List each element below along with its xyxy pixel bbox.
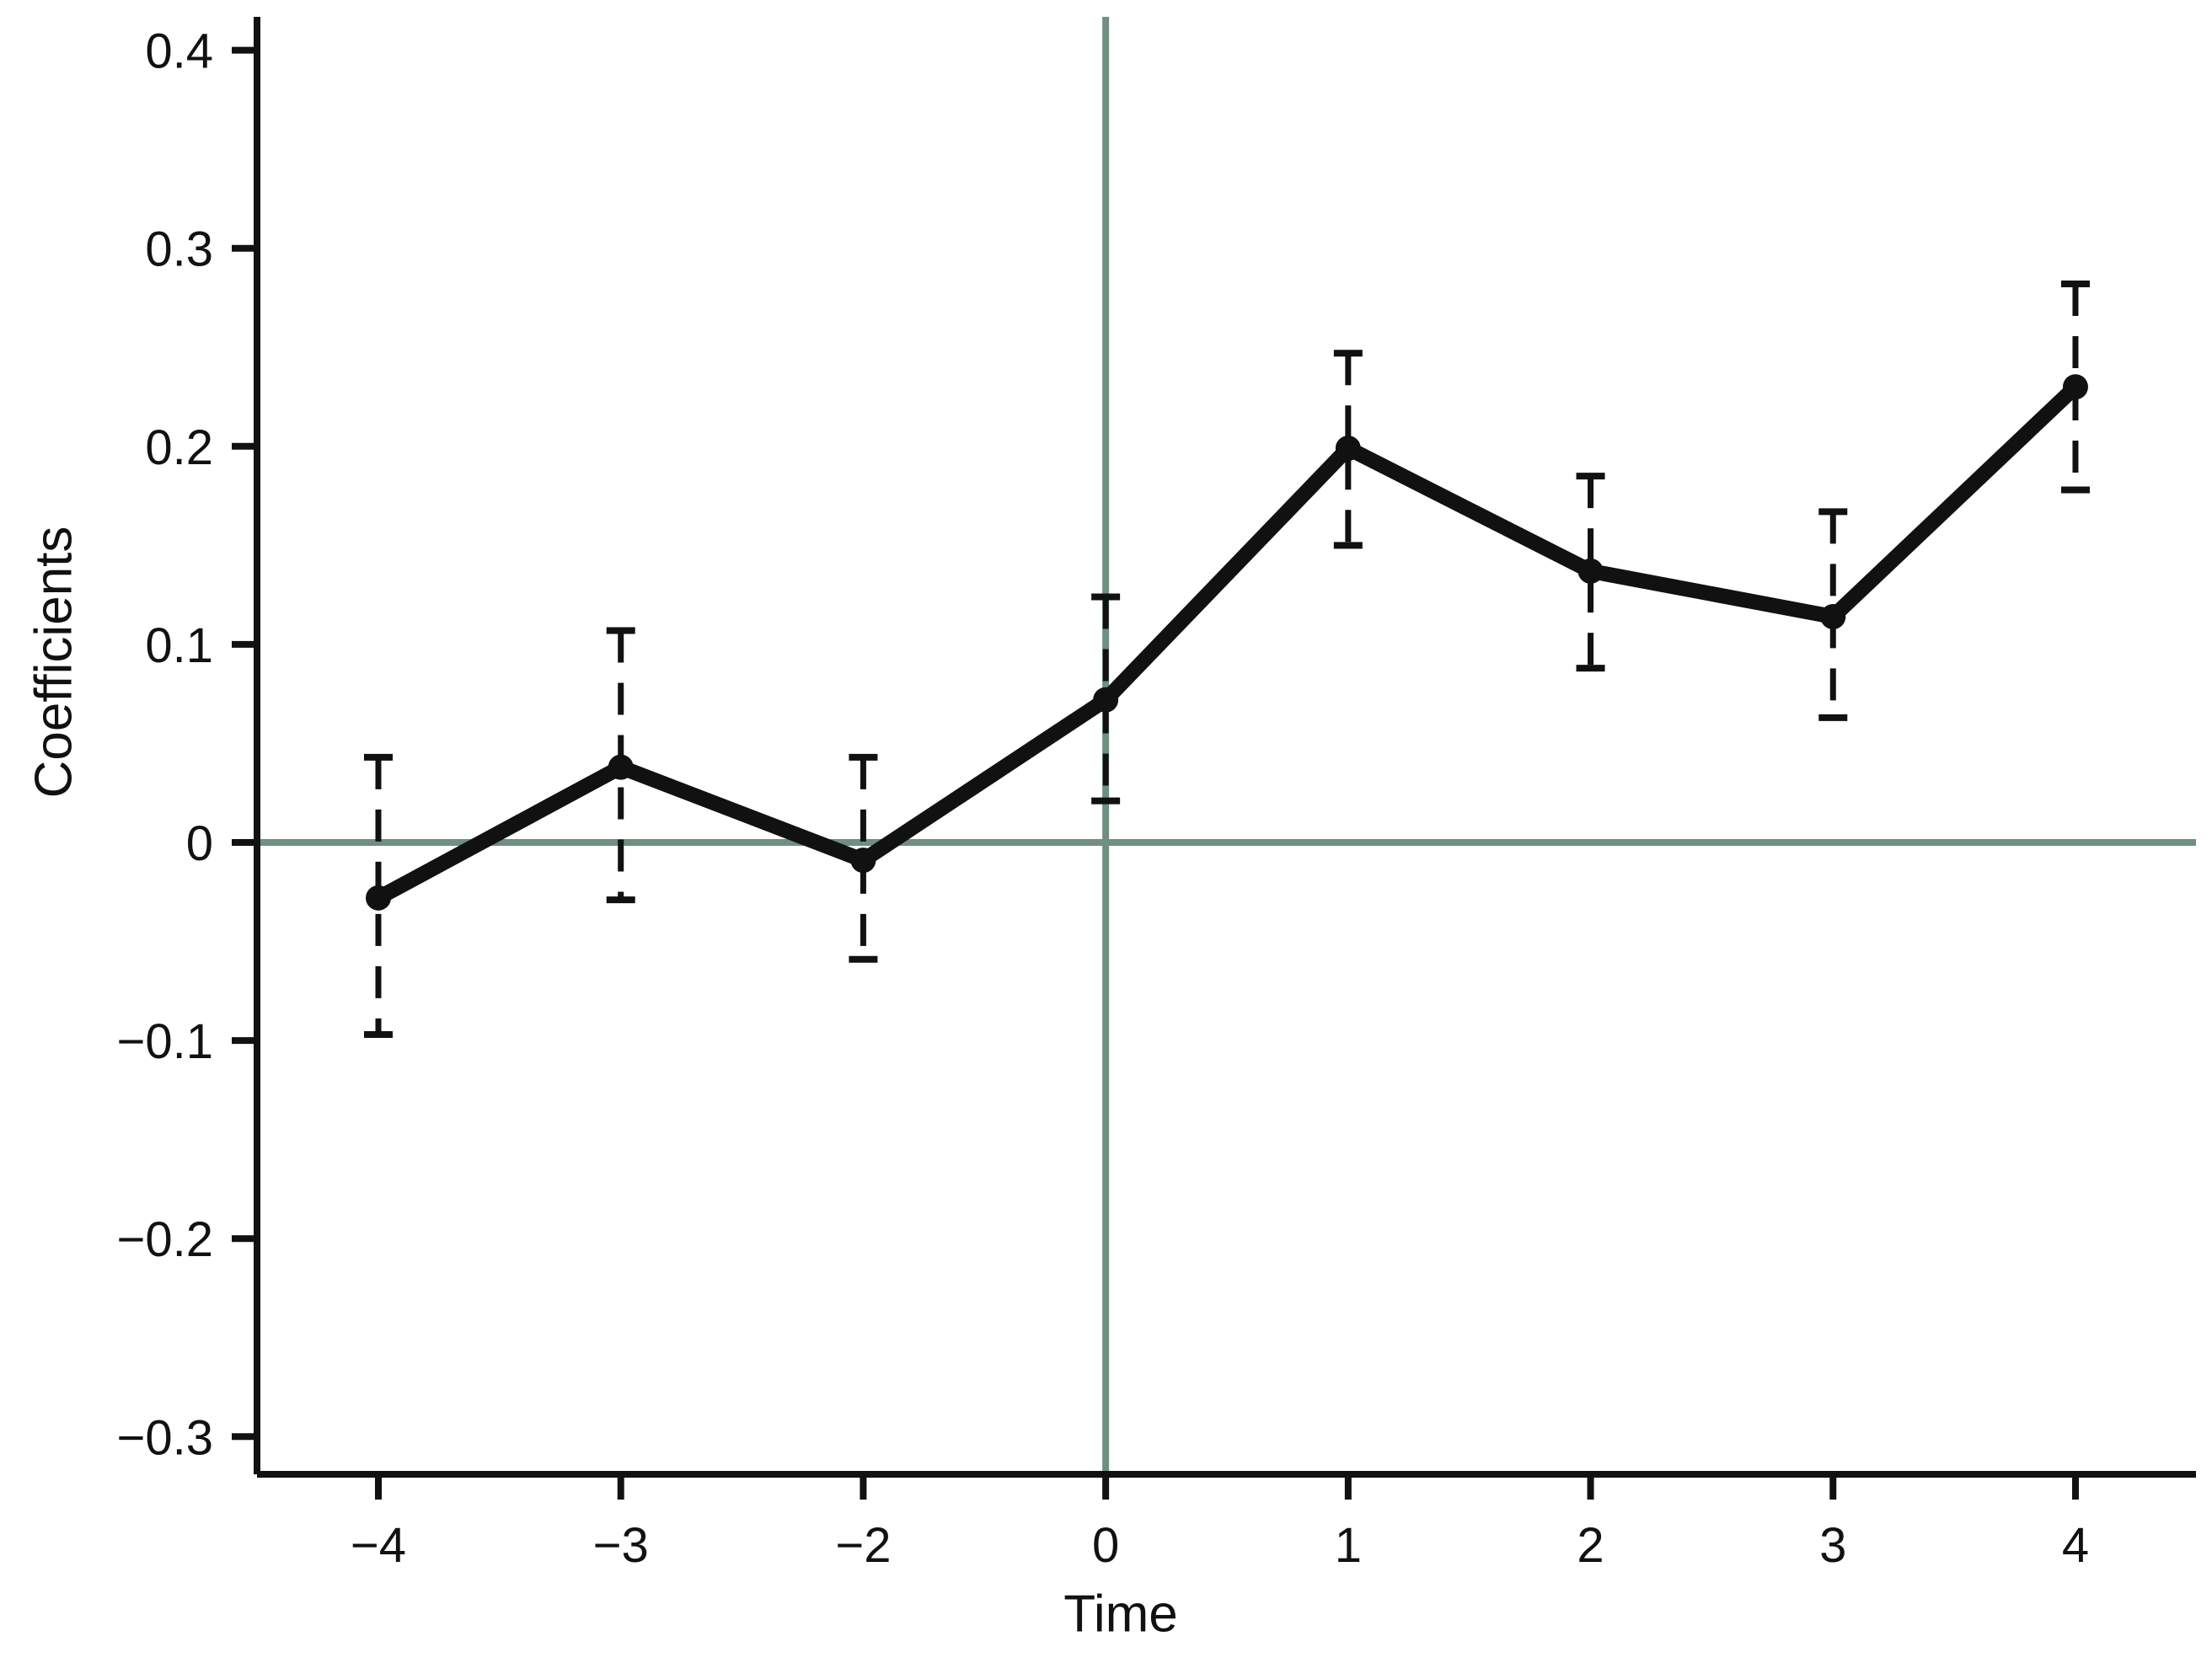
x-tick-label: 3	[1819, 1518, 1846, 1573]
x-tick-label: 4	[2062, 1518, 2089, 1573]
y-tick-label: 0.2	[145, 420, 213, 475]
x-tick-label: −2	[835, 1518, 891, 1573]
data-point-marker	[608, 754, 634, 780]
data-point-marker	[850, 848, 876, 874]
y-tick-label: 0.4	[145, 24, 213, 79]
x-axis-title: Time	[1063, 1585, 1178, 1644]
y-tick-label: 0.3	[145, 222, 213, 277]
series-line	[371, 379, 2083, 906]
x-tick-label: 0	[1092, 1518, 1119, 1573]
y-tick-label: −0.2	[117, 1212, 214, 1267]
data-point-marker	[1335, 436, 1361, 462]
y-tick-label: 0	[186, 816, 213, 871]
data-point-marker	[1577, 558, 1604, 584]
x-tick-label: 1	[1335, 1518, 1362, 1573]
y-tick-label: 0.1	[145, 618, 213, 673]
y-tick-label: −0.3	[117, 1410, 214, 1465]
data-point-marker	[1820, 603, 1846, 629]
x-tick-label: −4	[351, 1518, 406, 1573]
data-point-marker	[366, 885, 391, 911]
y-tick-label: −0.1	[117, 1014, 214, 1069]
data-point-marker	[1093, 687, 1119, 713]
y-axis-title: Coefficients	[24, 526, 83, 799]
x-tick-label: 2	[1577, 1518, 1604, 1573]
x-tick-label: −3	[593, 1518, 649, 1573]
data-point-marker	[2062, 374, 2088, 400]
